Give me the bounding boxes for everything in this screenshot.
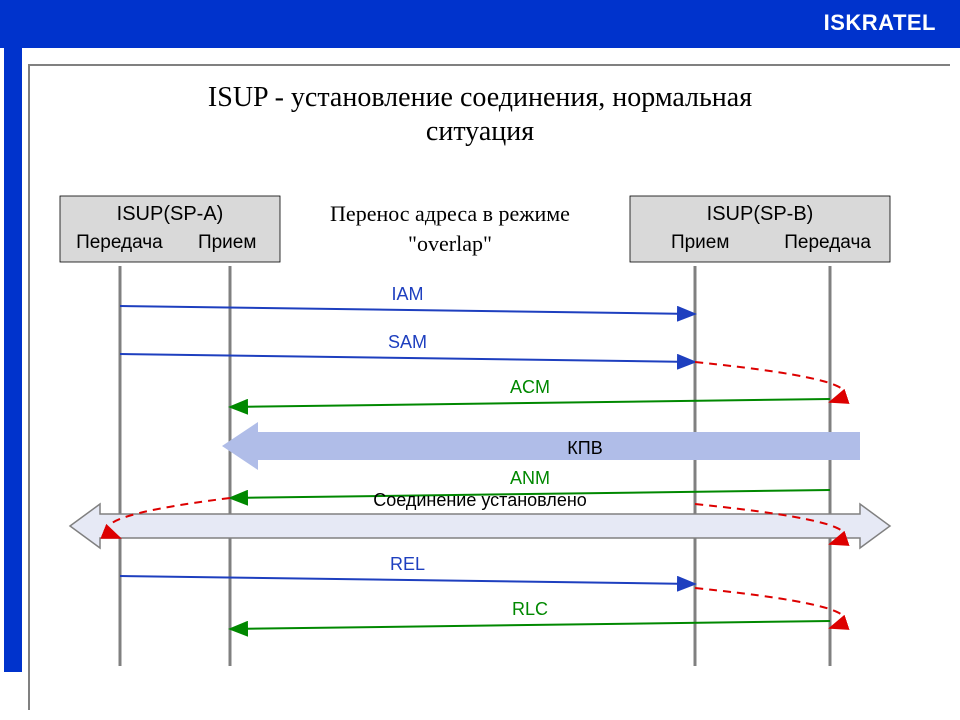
subtitle-l1: Перенос адреса в режиме [330, 201, 570, 226]
msg-rel [120, 576, 695, 584]
node-a-right: Прием [198, 232, 256, 253]
node-a-left: Передача [76, 232, 163, 253]
node-a-title: ISUP(SP-A) [117, 203, 224, 225]
kpv-arrow [222, 422, 860, 470]
top-bar: ISKRATEL [0, 0, 960, 48]
msg-iam-label: IAM [391, 284, 423, 304]
page-title-l2: ситуация [426, 116, 534, 147]
msg-sam-label: SAM [388, 332, 427, 352]
msg-rlc-label: RLC [512, 599, 548, 619]
connection-label: Соединение установлено [373, 490, 587, 510]
msg-acm-label: ACM [510, 377, 550, 397]
dash-curve-0 [695, 362, 844, 402]
msg-iam [120, 306, 695, 314]
msg-anm-label: ANM [510, 468, 550, 488]
node-b-title: ISUP(SP-B) [707, 203, 814, 225]
sequence-diagram: ISUP - установление соединения, нормальн… [30, 66, 930, 696]
kpv-label: КПВ [567, 438, 602, 458]
msg-rlc [230, 621, 830, 629]
msg-rel-label: REL [390, 554, 425, 574]
subtitle-l2: "overlap" [408, 231, 492, 256]
left-accent-bar [4, 48, 22, 672]
content-frame: ISUP - установление соединения, нормальн… [28, 64, 950, 710]
msg-sam [120, 354, 695, 362]
node-b-left: Прием [671, 232, 729, 253]
page-title-l1: ISUP - установление соединения, нормальн… [208, 82, 752, 113]
connection-arrow [70, 504, 890, 548]
msg-acm [230, 399, 830, 407]
brand-logo: ISKRATEL [824, 10, 936, 36]
node-b-right: Передача [784, 232, 871, 253]
